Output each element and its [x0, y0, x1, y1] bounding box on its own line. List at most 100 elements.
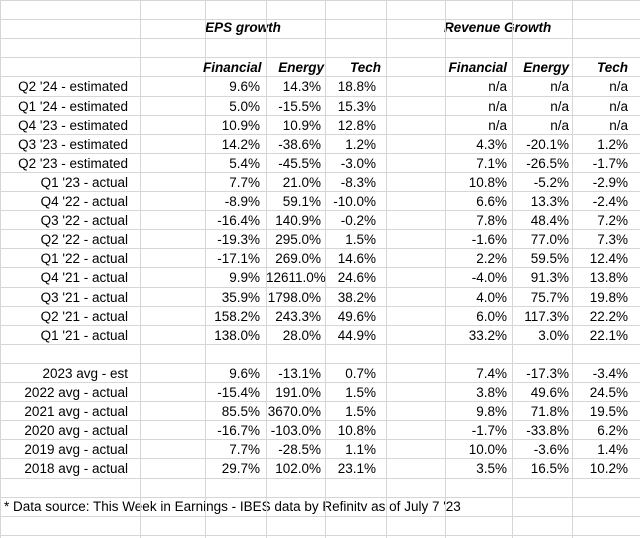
revenue-value: -2.4% — [592, 194, 628, 209]
eps-value: -19.3% — [217, 232, 260, 247]
eps-value: 138.0% — [214, 328, 260, 343]
revenue-value: 22.2% — [589, 309, 628, 324]
eps-value: -15.5% — [278, 99, 321, 114]
grid-row-line — [0, 287, 640, 288]
revenue-value: -20.1% — [526, 137, 569, 152]
eps-value: 5.0% — [229, 99, 260, 114]
eps-value: 28.0% — [282, 328, 321, 343]
grid-column-line — [386, 0, 387, 538]
revenue-value: 77.0% — [530, 232, 569, 247]
eps-value: 1.5% — [345, 385, 376, 400]
eps-value: -38.6% — [278, 137, 321, 152]
eps-value: -0.2% — [340, 213, 376, 228]
eps-value: 295.0% — [275, 232, 321, 247]
revenue-growth-header: Revenue Growth — [444, 20, 552, 35]
revenue-value: 6.2% — [597, 423, 628, 438]
grid-column-line — [445, 0, 446, 538]
grid-row-line — [0, 153, 640, 154]
eps-value: 24.6% — [337, 270, 376, 285]
revenue-value: -4.0% — [471, 270, 507, 285]
grid-row-line — [0, 38, 640, 39]
eps-value: 14.2% — [221, 137, 260, 152]
revenue-value: -17.3% — [526, 366, 569, 381]
revenue-value: 49.6% — [530, 385, 569, 400]
eps-value: -15.4% — [217, 385, 260, 400]
grid-row-line — [0, 344, 640, 345]
revenue-value: 1.2% — [597, 137, 628, 152]
eps-value: 12.8% — [337, 118, 376, 133]
grid-row-line — [0, 420, 640, 421]
revenue-value: n/a — [550, 79, 569, 94]
revenue-col-header-financial: Financial — [448, 60, 507, 75]
grid-row-line — [0, 76, 640, 77]
revenue-value: 10.2% — [589, 461, 628, 476]
grid-column-line — [140, 0, 141, 538]
eps-value: 269.0% — [275, 251, 321, 266]
revenue-col-header-energy: Energy — [523, 60, 569, 75]
grid-row-line — [0, 458, 640, 459]
revenue-value: 6.0% — [476, 309, 507, 324]
row-label: Q2 '23 - estimated — [18, 156, 128, 171]
grid-row-line — [0, 363, 640, 364]
eps-value: 1.1% — [345, 442, 376, 457]
grid-row-line — [0, 172, 640, 173]
grid-row-line — [0, 535, 640, 536]
grid-row-line — [0, 306, 640, 307]
eps-value: 10.9% — [282, 118, 321, 133]
revenue-value: n/a — [550, 99, 569, 114]
revenue-value: 33.2% — [468, 328, 507, 343]
grid-row-line — [0, 115, 640, 116]
row-label: 2022 avg - actual — [24, 385, 128, 400]
row-label: 2020 avg - actual — [24, 423, 128, 438]
eps-value: 85.5% — [221, 404, 260, 419]
revenue-value: 10.8% — [468, 175, 507, 190]
revenue-value: 24.5% — [589, 385, 628, 400]
eps-value: 7.7% — [229, 442, 260, 457]
grid-row-line — [0, 229, 640, 230]
eps-value: 14.6% — [337, 251, 376, 266]
eps-value: 243.3% — [275, 309, 321, 324]
revenue-value: 48.4% — [530, 213, 569, 228]
eps-col-header-tech: Tech — [349, 60, 381, 75]
row-label: Q1 '21 - actual — [40, 328, 128, 343]
revenue-value: -1.7% — [592, 156, 628, 171]
revenue-value: 7.1% — [476, 156, 507, 171]
eps-value: 59.1% — [282, 194, 321, 209]
revenue-value: 3.5% — [476, 461, 507, 476]
revenue-value: n/a — [550, 118, 569, 133]
revenue-value: -26.5% — [526, 156, 569, 171]
grid-column-line — [325, 0, 326, 538]
revenue-value: 71.8% — [530, 404, 569, 419]
revenue-value: 12.4% — [589, 251, 628, 266]
revenue-value: -2.9% — [592, 175, 628, 190]
eps-value: 1.5% — [345, 232, 376, 247]
eps-value: 23.1% — [337, 461, 376, 476]
eps-value: 29.7% — [221, 461, 260, 476]
revenue-value: n/a — [488, 118, 507, 133]
eps-value: 10.8% — [337, 423, 376, 438]
eps-value: 158.2% — [214, 309, 260, 324]
grid-row-line — [0, 267, 640, 268]
eps-value: 5.4% — [229, 156, 260, 171]
revenue-value: 19.5% — [589, 404, 628, 419]
eps-value: -8.3% — [340, 175, 376, 190]
revenue-value: 7.8% — [476, 213, 507, 228]
row-label: Q4 '21 - actual — [40, 270, 128, 285]
eps-value: 44.9% — [337, 328, 376, 343]
row-label: Q2 '21 - actual — [40, 309, 128, 324]
revenue-value: n/a — [488, 99, 507, 114]
revenue-value: -1.6% — [471, 232, 507, 247]
grid-row-line — [0, 382, 640, 383]
revenue-value: -5.2% — [533, 175, 569, 190]
eps-value: 9.9% — [229, 270, 260, 285]
eps-value: 1798.0% — [267, 290, 321, 305]
grid-column-line — [512, 0, 513, 538]
revenue-value: 4.0% — [476, 290, 507, 305]
eps-value: -103.0% — [270, 423, 321, 438]
row-label: 2018 avg - actual — [24, 461, 128, 476]
revenue-value: -3.6% — [533, 442, 569, 457]
row-label: Q3 '22 - actual — [40, 213, 128, 228]
grid-row-line — [0, 401, 640, 402]
revenue-value: 3.8% — [476, 385, 507, 400]
grid-row-line — [0, 210, 640, 211]
